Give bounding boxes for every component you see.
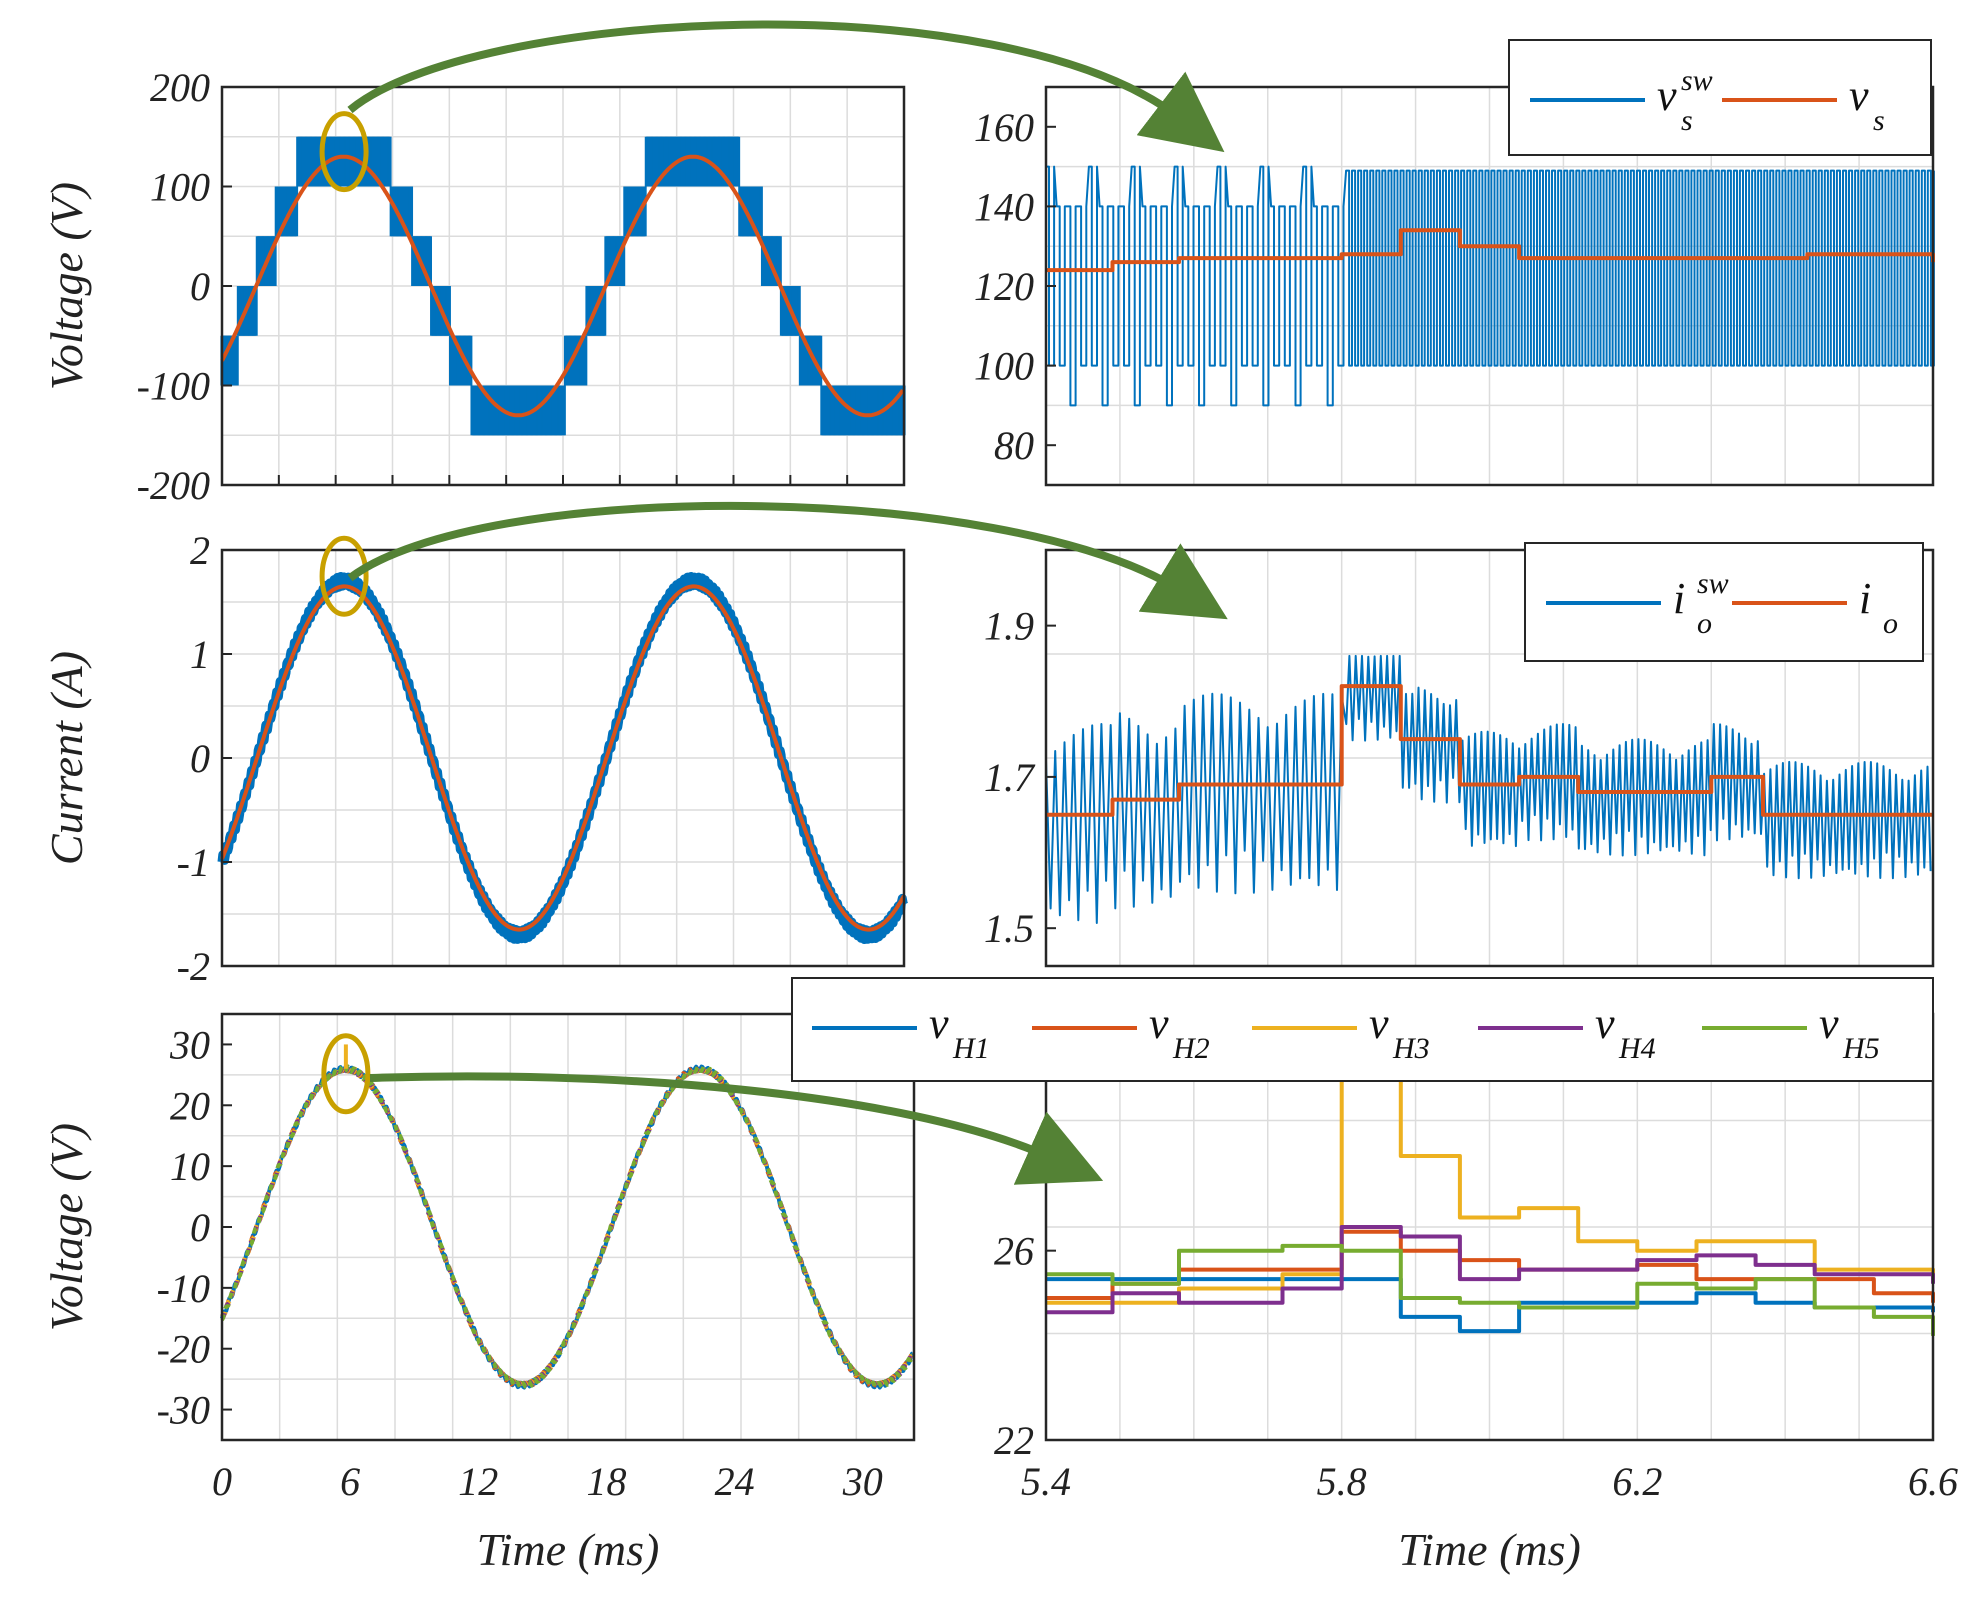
hbridge-overview-grid (222, 1014, 914, 1440)
current-overview: 2 1 0 -1 -2 Current (A) (41, 528, 908, 989)
current-zoom-ytick: 1.9 (984, 604, 1034, 649)
hbridge-overview-xtick: 6 (340, 1459, 360, 1504)
hbridge-overview-xtick: 30 (842, 1459, 883, 1504)
voltage-overview-ytick: -200 (137, 463, 210, 508)
voltage-zoom-legend-label: v (1849, 71, 1869, 120)
voltage-zoom-ytick: 140 (974, 184, 1034, 229)
hbridge-zoom-xtick: 5.8 (1317, 1459, 1367, 1504)
voltage-zoom-legend (1508, 39, 1932, 156)
current-overview-ylabel: Current (A) (41, 651, 92, 865)
current-overview-ytick: -2 (177, 944, 210, 989)
hbridge-overview-ytick: 10 (170, 1144, 210, 1189)
hbridge-overview-series-v_H4 (221, 1064, 915, 1390)
hbridge-overview-ytick: -20 (157, 1327, 210, 1372)
hbridge-zoom-legend-sub: H5 (1842, 1032, 1880, 1065)
current-overview-ytick: 0 (190, 736, 210, 781)
current-zoom-frame (1044, 548, 1935, 968)
voltage-overview-series-vs (220, 154, 905, 418)
zoom-arrow (347, 20, 1225, 153)
voltage-zoom-ytick: 160 (974, 105, 1034, 150)
voltage-zoom-legend-sub: s (1681, 104, 1693, 137)
hbridge-zoom-grid (1046, 1014, 1933, 1440)
current-zoom-series-io (1046, 684, 1933, 817)
hbridge-overview-ytick: -30 (157, 1388, 210, 1433)
current-overview-ytick: 1 (190, 632, 210, 677)
hbridge-overview-xtick: 18 (586, 1459, 626, 1504)
current-overview-series-io (220, 584, 906, 932)
voltage-zoom-series-vs (1046, 228, 1935, 273)
hbridge-zoom-legend-label: v (929, 999, 949, 1048)
hbridge-zoom-legend-label: v (1819, 999, 1839, 1048)
current-overview-ytick: 2 (190, 528, 210, 573)
hbridge-zoom-ytick: 22 (994, 1418, 1034, 1463)
hbridge-overview-xtick: 24 (715, 1459, 755, 1504)
hbridge-overview-xlabel: Time (ms) (477, 1524, 660, 1575)
hbridge-zoom-xtick: 6.2 (1612, 1459, 1662, 1504)
hbridge-overview-xtick: 12 (458, 1459, 498, 1504)
current-overview-ytick: -1 (177, 840, 210, 885)
hbridge-overview-ylabel: Voltage (V) (41, 1123, 92, 1331)
hbridge-zoom-legend-label: v (1149, 999, 1169, 1048)
hbridge-overview-series-v_H3 (221, 1064, 914, 1390)
hbridge-zoom-xtick: 5.4 (1021, 1459, 1071, 1504)
hbridge-zoom-legend-sub: H1 (952, 1032, 990, 1065)
hbridge-zoom-xlabel: Time (ms) (1398, 1524, 1581, 1575)
current-zoom-legend-label: i (1859, 574, 1871, 623)
voltage-overview-ytick: 0 (190, 264, 210, 309)
voltage-zoom-legend-label: v (1657, 71, 1677, 120)
voltage-zoom-legend-sup: sw (1681, 64, 1713, 97)
hbridge-overview-xtick: 0 (212, 1459, 232, 1504)
voltage-zoom-ytick: 120 (974, 264, 1034, 309)
voltage-overview-ylabel: Voltage (V) (41, 182, 92, 390)
current-zoom-series-iosw (1045, 654, 1932, 924)
current-zoom-legend-sub: o (1697, 607, 1712, 640)
current-zoom-ytick: 1.7 (984, 755, 1036, 800)
voltage-zoom-ytick: 100 (974, 344, 1034, 389)
hbridge-overview-ytick: 20 (170, 1083, 210, 1128)
hbridge-zoom-series-v_H3 (1046, 1049, 1935, 1305)
hbridge-zoom-series-v_H4 (1046, 1225, 1935, 1315)
current-zoom-legend-sub: o (1883, 607, 1898, 640)
hbridge-zoom-series-v_H5 (1046, 1243, 1935, 1336)
voltage-overview-ytick: 100 (150, 165, 210, 210)
zoom-arrow (347, 502, 1228, 620)
hbridge-overview-ytick: -10 (157, 1266, 210, 1311)
hbridge-zoom-legend-sub: H2 (1172, 1032, 1210, 1065)
current-zoom-ytick: 1.5 (984, 906, 1034, 951)
voltage-overview-ytick: -100 (137, 364, 210, 409)
voltage-zoom-ytick: 80 (994, 423, 1034, 468)
hbridge-zoom-legend-label: v (1369, 999, 1389, 1048)
zoom-arrow (369, 1072, 1104, 1185)
voltage-overview: 200 100 0 -100 -200 Voltage (V) (41, 65, 906, 508)
hbridge-zoom-legend-sub: H3 (1392, 1032, 1430, 1065)
voltage-zoom-legend-sub: s (1873, 104, 1885, 137)
hbridge-overview-highlight (321, 1033, 371, 1115)
current-overview-grid (222, 550, 904, 966)
hbridge-zoom-ytick: 26 (994, 1229, 1034, 1274)
voltage-overview-ytick: 200 (150, 65, 210, 110)
voltage-overview-highlight (319, 111, 369, 193)
hbridge-overview-ytick: 0 (190, 1205, 210, 1250)
current-zoom-legend-sup: sw (1697, 567, 1729, 600)
hbridge-zoom-legend-label: v (1595, 999, 1615, 1048)
hbridge-zoom-legend-sub: H4 (1618, 1032, 1656, 1065)
hbridge-overview-ytick: 30 (169, 1022, 210, 1067)
voltage-overview-series-vsw (220, 136, 906, 436)
current-overview-highlight (319, 535, 369, 617)
hbridge-zoom-xtick: 6.6 (1908, 1459, 1958, 1504)
voltage-zoom-series-vsw (1046, 165, 1935, 407)
current-zoom-legend-label: i (1673, 574, 1685, 623)
